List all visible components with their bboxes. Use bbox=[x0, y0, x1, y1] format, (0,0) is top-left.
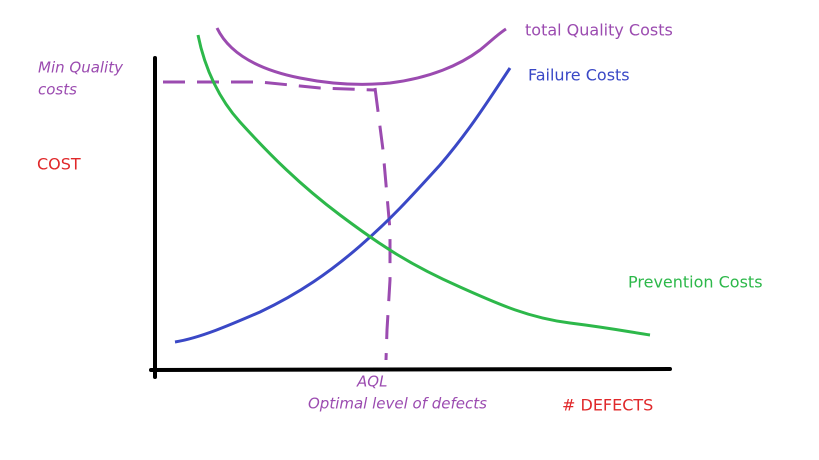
failure-curve bbox=[174, 67, 512, 344]
total-curve bbox=[215, 27, 507, 86]
x-axis bbox=[149, 367, 672, 372]
failure-label: Failure Costs bbox=[528, 66, 630, 85]
optimal-label: Optimal level of defects bbox=[308, 395, 487, 413]
y-axis-label: COST bbox=[37, 155, 81, 174]
min-cost-label: Min Quality bbox=[38, 59, 124, 77]
total-label: total Quality Costs bbox=[525, 21, 673, 40]
aql-guide bbox=[373, 87, 392, 361]
min-cost-label: costs bbox=[38, 81, 77, 99]
min-cost-guide bbox=[163, 80, 376, 92]
x-axis-label: # DEFECTS bbox=[562, 396, 653, 415]
prevention-label: Prevention Costs bbox=[628, 273, 763, 292]
prevention-curve bbox=[196, 34, 651, 337]
aql-label: AQL bbox=[356, 373, 387, 391]
